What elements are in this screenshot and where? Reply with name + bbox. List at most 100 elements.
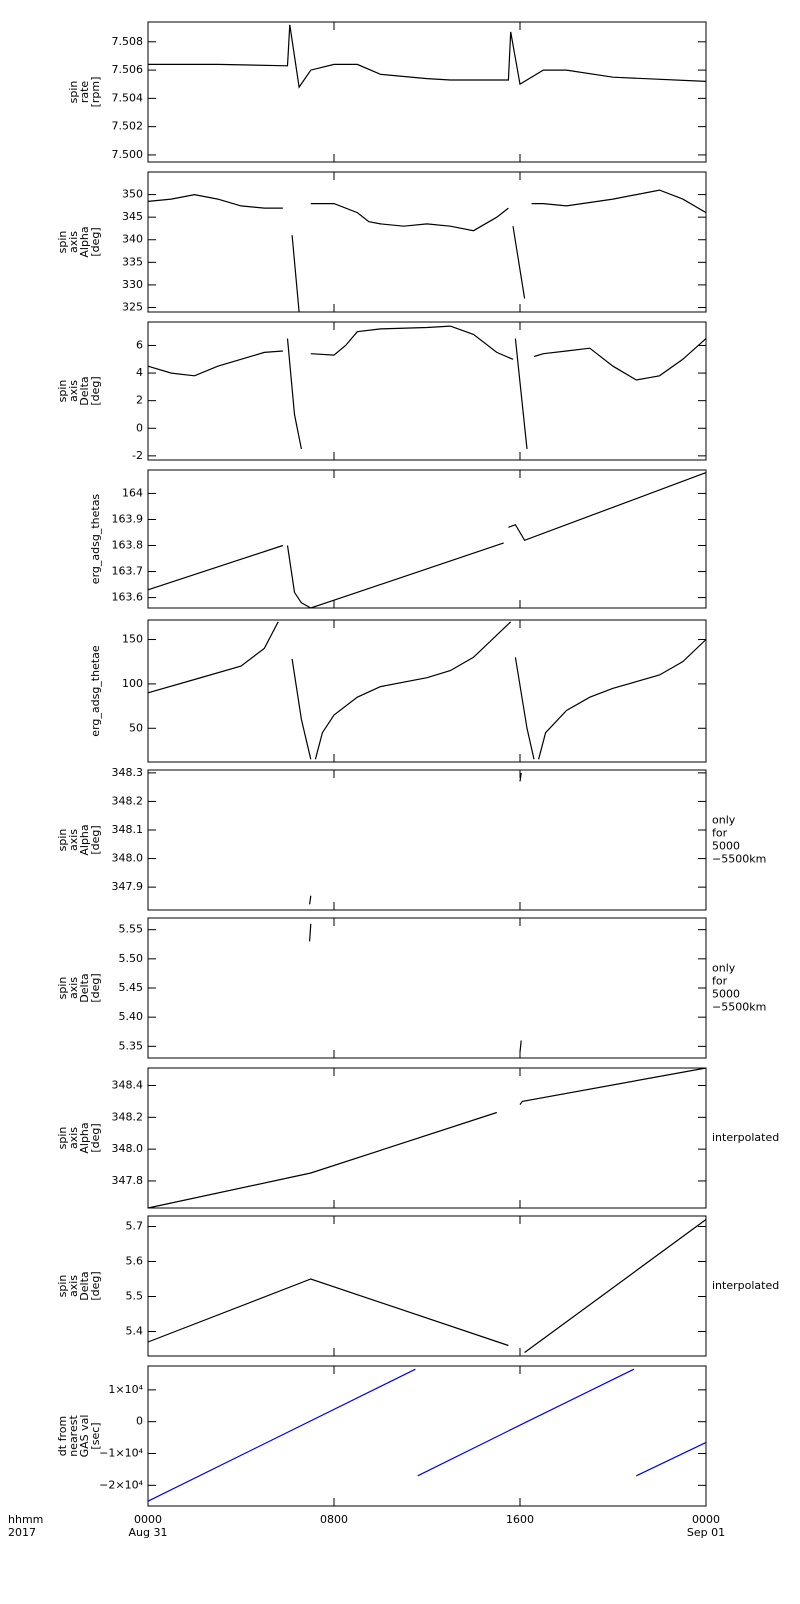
y-axis-label: Alpha	[78, 824, 91, 855]
y-tick-label: 1×10⁴	[108, 1383, 143, 1396]
y-tick-label: 348.0	[112, 1142, 144, 1155]
y-axis-label: spin	[67, 81, 80, 104]
y-tick-label: 163.9	[112, 512, 144, 525]
data-line	[147, 1368, 707, 1502]
y-tick-label: 7.502	[112, 120, 144, 133]
y-axis-label: spin	[56, 380, 69, 403]
y-tick-label: 7.508	[112, 35, 144, 48]
y-axis-label: axis	[67, 1127, 80, 1149]
y-tick-label: 7.504	[112, 91, 144, 104]
y-tick-label: 164	[122, 486, 143, 499]
panel-frame	[147, 469, 707, 609]
y-axis-label: spin	[56, 231, 69, 254]
y-axis-label: dt from	[56, 1416, 69, 1456]
y-tick-label: 348.2	[112, 1110, 144, 1123]
y-axis-label: Alpha	[78, 1122, 91, 1153]
y-axis-label: erg_adsg_thetas	[89, 494, 102, 585]
y-tick-label: 348.2	[112, 794, 144, 807]
side-note: interpolated	[712, 1279, 779, 1292]
data-line	[147, 1219, 707, 1353]
y-tick-label: 325	[122, 300, 143, 313]
y-axis-label: axis	[67, 977, 80, 999]
side-note: only	[712, 962, 736, 975]
y-axis-label: [sec]	[89, 1422, 102, 1449]
x-tick-label: 0000	[692, 1513, 720, 1526]
y-tick-label: 348.1	[112, 823, 144, 836]
y-tick-label: 345	[122, 210, 143, 223]
y-tick-label: -2	[132, 449, 143, 462]
x-axis-label: hhmm	[8, 1513, 43, 1526]
y-tick-label: 5.35	[119, 1039, 144, 1052]
panel-frame	[147, 917, 707, 1059]
y-tick-label: 5.5	[126, 1290, 144, 1303]
y-axis-label: GAS val	[78, 1415, 91, 1458]
y-axis-label: nearest	[67, 1415, 80, 1457]
panel-frame	[147, 21, 707, 163]
x-tick-label: 0000	[134, 1513, 162, 1526]
panel-frame	[147, 769, 707, 911]
y-tick-label: 163.6	[112, 591, 144, 604]
y-tick-label: 7.500	[112, 148, 144, 161]
y-axis-label: erg_adsg_thetae	[89, 645, 102, 737]
data-line	[147, 325, 707, 450]
y-axis-label: rate	[78, 81, 91, 104]
panel-frame	[147, 1365, 707, 1507]
y-tick-label: −1×10⁴	[99, 1447, 143, 1460]
panel-frame	[147, 619, 707, 763]
panel-frame	[147, 171, 707, 313]
y-axis-label: [deg]	[89, 1123, 102, 1152]
y-tick-label: 0	[136, 421, 143, 434]
data-line	[148, 24, 707, 89]
y-tick-label: 5.40	[119, 1010, 144, 1023]
y-tick-label: 348.0	[112, 852, 144, 865]
y-axis-label: axis	[67, 829, 80, 851]
y-tick-label: 163.7	[112, 565, 144, 578]
y-tick-label: 5.4	[126, 1325, 144, 1338]
y-axis-label: Alpha	[78, 226, 91, 257]
y-axis-label: Delta	[78, 973, 91, 1002]
side-note: −5500km	[712, 853, 766, 866]
y-tick-label: 350	[122, 188, 143, 201]
y-tick-label: 347.8	[112, 1174, 144, 1187]
y-tick-label: 6	[136, 338, 143, 351]
y-tick-label: 7.506	[112, 63, 144, 76]
y-axis-label: spin	[56, 1275, 69, 1298]
y-axis-label: [deg]	[89, 973, 102, 1002]
y-tick-label: 0	[136, 1415, 143, 1428]
y-tick-label: 348.3	[112, 766, 144, 779]
y-axis-label: spin	[56, 829, 69, 852]
y-tick-label: 5.50	[119, 952, 144, 965]
y-tick-label: 4	[136, 366, 143, 379]
panel-frame	[147, 1215, 707, 1357]
x-tick-date: Sep 01	[687, 1526, 725, 1539]
x-tick-date: Aug 31	[129, 1526, 168, 1539]
y-tick-label: 163.8	[112, 539, 144, 552]
y-tick-label: 347.9	[112, 880, 144, 893]
y-tick-label: 340	[122, 233, 143, 246]
y-tick-label: 335	[122, 255, 143, 268]
side-note: for	[712, 975, 728, 988]
y-axis-label: spin	[56, 977, 69, 1000]
y-axis-label: [deg]	[89, 825, 102, 854]
data-line	[147, 472, 707, 609]
y-tick-label: 2	[136, 394, 143, 407]
x-axis-label: 2017	[8, 1526, 36, 1539]
data-line	[147, 1067, 707, 1209]
y-tick-label: 150	[122, 633, 143, 646]
y-tick-label: 100	[122, 677, 143, 690]
y-axis-label: axis	[67, 1275, 80, 1297]
side-note: only	[712, 814, 736, 827]
y-tick-label: 5.6	[126, 1255, 144, 1268]
data-line	[309, 772, 522, 905]
y-axis-label: axis	[67, 380, 80, 402]
side-note: interpolated	[712, 1131, 779, 1144]
y-tick-label: −2×10⁴	[99, 1478, 143, 1491]
y-tick-label: 5.45	[119, 981, 144, 994]
panel-frame	[147, 321, 707, 461]
y-tick-label: 330	[122, 278, 143, 291]
y-tick-label: 5.7	[126, 1220, 144, 1233]
y-axis-label: [rpm]	[89, 77, 102, 108]
y-tick-label: 5.55	[119, 923, 144, 936]
data-line	[147, 621, 707, 760]
